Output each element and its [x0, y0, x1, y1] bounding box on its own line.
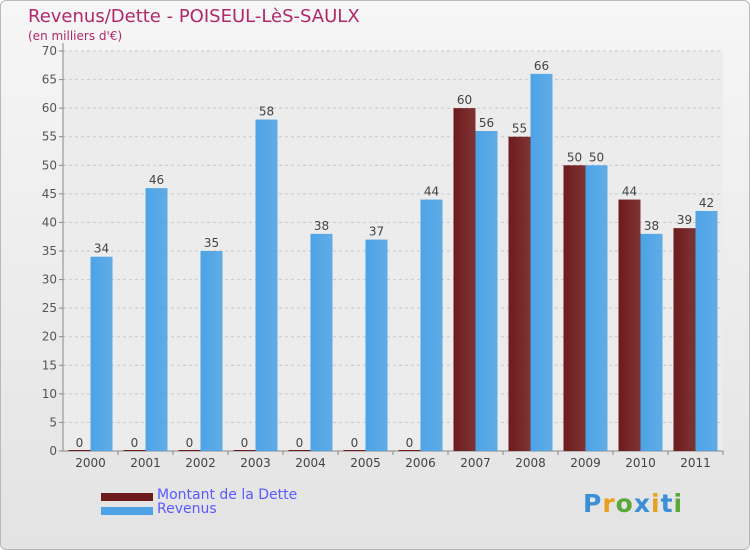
bar-revenus: [530, 73, 553, 451]
bar-dette: [673, 228, 696, 451]
bar-revenus: [310, 233, 333, 451]
y-tick-label: 25: [42, 301, 57, 315]
bar-dette: [123, 450, 146, 451]
x-tick-label: 2009: [570, 456, 601, 470]
data-label: 0: [131, 436, 139, 450]
data-label: 46: [149, 173, 164, 187]
bar-dette: [398, 450, 421, 451]
bar-revenus: [420, 199, 443, 451]
bar-revenus: [200, 251, 223, 451]
x-tick-label: 2004: [295, 456, 326, 470]
data-label: 0: [186, 436, 194, 450]
logo-letter: r: [602, 489, 616, 518]
data-label: 34: [94, 242, 109, 256]
y-tick-label: 70: [42, 44, 57, 58]
logo-letter: t: [660, 489, 674, 518]
x-tick-label: 2007: [460, 456, 491, 470]
bar-revenus: [585, 165, 608, 452]
y-tick-label: 5: [49, 415, 57, 429]
y-tick-label: 0: [49, 444, 57, 458]
logo-letter: i: [651, 489, 661, 518]
bar-dette: [563, 165, 586, 452]
bar-dette: [453, 108, 476, 452]
data-label: 50: [589, 150, 604, 164]
y-tick-label: 35: [42, 244, 57, 258]
logo-letter: x: [633, 489, 651, 518]
bar-dette: [288, 450, 311, 451]
data-label: 66: [534, 59, 549, 73]
data-label: 44: [622, 185, 637, 199]
y-tick-label: 55: [42, 130, 57, 144]
bar-revenus: [475, 131, 498, 451]
x-tick-label: 2002: [185, 456, 216, 470]
data-label: 39: [677, 213, 692, 227]
proxiti-logo: Proxiti: [583, 489, 683, 518]
data-label: 0: [76, 436, 84, 450]
legend-swatch-revenus: [101, 507, 153, 515]
bar-revenus: [695, 211, 718, 451]
bar-revenus: [90, 256, 113, 451]
data-label: 0: [296, 436, 304, 450]
legend-label-dette: Montant de la Dette: [157, 487, 298, 503]
legend-label-revenus: Revenus: [157, 501, 217, 517]
x-tick-label: 2008: [515, 456, 546, 470]
data-label: 44: [424, 185, 439, 199]
logo-letter: i: [673, 489, 684, 518]
bar-dette: [178, 450, 201, 451]
y-tick-label: 60: [42, 101, 57, 115]
bar-revenus: [640, 233, 663, 451]
data-label: 0: [406, 436, 414, 450]
data-label: 35: [204, 236, 219, 250]
data-label: 50: [567, 150, 582, 164]
bar-revenus: [365, 239, 388, 451]
data-label: 56: [479, 116, 494, 130]
y-tick-label: 40: [42, 215, 57, 229]
y-tick-label: 30: [42, 273, 57, 287]
x-tick-label: 2005: [350, 456, 381, 470]
bar-dette: [618, 199, 641, 451]
bar-dette: [343, 450, 366, 451]
data-label: 58: [259, 105, 274, 119]
bar-dette: [68, 450, 91, 451]
x-tick-label: 2011: [680, 456, 711, 470]
logo-letter: P: [583, 489, 603, 518]
y-tick-label: 20: [42, 330, 57, 344]
data-label: 42: [699, 196, 714, 210]
data-label: 37: [369, 225, 384, 239]
x-tick-label: 2010: [625, 456, 656, 470]
y-tick-label: 50: [42, 158, 57, 172]
y-tick-label: 45: [42, 187, 57, 201]
y-tick-label: 10: [42, 387, 57, 401]
bar-revenus: [145, 188, 168, 451]
x-tick-label: 2003: [240, 456, 271, 470]
x-tick-label: 2000: [75, 456, 106, 470]
x-tick-label: 2006: [405, 456, 436, 470]
chart-subtitle: (en milliers d'€): [28, 29, 123, 43]
logo-letter: o: [615, 489, 634, 518]
data-label: 60: [457, 93, 472, 107]
data-label: 55: [512, 122, 527, 136]
bar-revenus: [255, 119, 278, 452]
data-label: 38: [644, 219, 659, 233]
legend-swatch-dette: [101, 493, 153, 501]
data-label: 38: [314, 219, 329, 233]
bar-dette: [508, 136, 531, 451]
x-tick-label: 2001: [130, 456, 161, 470]
chart-title: Revenus/Dette - POISEUL-LèS-SAULX: [28, 6, 360, 27]
y-tick-label: 65: [42, 73, 57, 87]
data-label: 0: [241, 436, 249, 450]
data-label: 0: [351, 436, 359, 450]
y-tick-label: 15: [42, 358, 57, 372]
bar-dette: [233, 450, 256, 451]
